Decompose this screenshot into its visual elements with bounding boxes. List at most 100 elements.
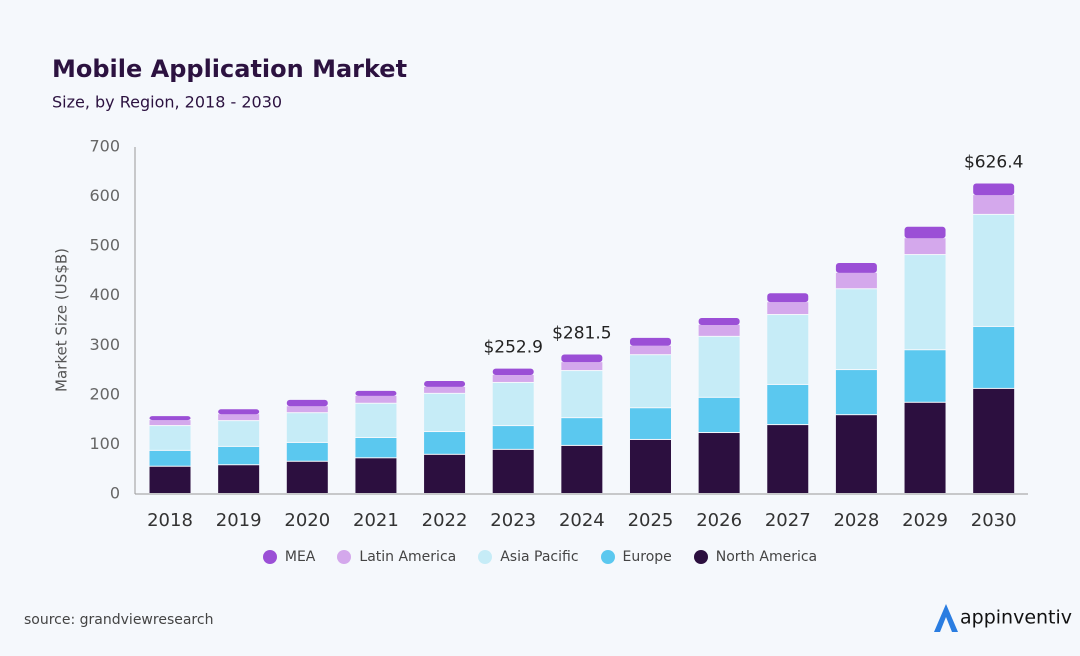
x-tick-label: 2021 — [353, 510, 399, 531]
bar-segment — [286, 413, 328, 442]
x-tick-label: 2026 — [696, 510, 742, 531]
legend-label: MEA — [284, 549, 316, 565]
legend-label: Europe — [622, 549, 672, 565]
bar-segment — [767, 384, 809, 425]
y-axis-label: Market Size (US$B) — [53, 248, 71, 392]
legend-swatch — [262, 550, 277, 564]
bar-segment — [492, 368, 534, 376]
x-tick-label: 2022 — [422, 510, 468, 531]
bar-segment — [904, 255, 946, 350]
total-label: $626.4 — [964, 152, 1023, 172]
bar-segment — [904, 402, 946, 493]
bar-segment — [286, 399, 328, 407]
y-tick-label: 700 — [89, 137, 120, 156]
bar-segment — [767, 293, 809, 303]
bar-segment — [561, 445, 603, 493]
bar-segment — [698, 433, 740, 493]
bar-segment — [149, 426, 191, 450]
y-tick-label: 600 — [89, 186, 120, 205]
bar-segment — [561, 362, 603, 371]
x-tick-label: 2030 — [971, 510, 1017, 531]
bar-segment — [149, 450, 191, 466]
bar-segment — [698, 336, 740, 397]
bar-segment — [561, 371, 603, 418]
bar-segment — [218, 421, 260, 446]
x-tick-label: 2027 — [765, 510, 811, 531]
legend-label: Asia Pacific — [500, 549, 579, 565]
bar-segment — [698, 397, 740, 433]
bar-segment — [973, 195, 1015, 214]
legend-item: Europe — [600, 549, 672, 565]
x-tick-label: 2025 — [628, 510, 674, 531]
bar-segment — [835, 415, 877, 493]
bar-segment — [629, 439, 671, 493]
bar-segment — [629, 355, 671, 408]
bar-segment — [149, 420, 191, 426]
bar-segment — [218, 409, 260, 415]
y-tick-label: 500 — [89, 236, 120, 255]
bar-segment — [286, 461, 328, 493]
legend-label: North America — [715, 549, 818, 565]
bar-segment — [424, 454, 466, 493]
bar-segment — [767, 302, 809, 315]
total-label: $252.9 — [483, 338, 542, 358]
bar-segment — [355, 395, 397, 403]
bar-segment — [629, 337, 671, 346]
bar-segment — [904, 238, 946, 255]
y-tick-label: 0 — [110, 484, 120, 503]
legend-swatch — [337, 550, 352, 564]
bar-segment — [698, 318, 740, 325]
x-tick-label: 2029 — [902, 510, 948, 531]
legend-label: Latin America — [359, 549, 457, 565]
bar-segment — [767, 425, 809, 493]
bar-segment — [149, 466, 191, 493]
legend: MEA Latin America Asia Pacific Europe North … — [0, 549, 1080, 565]
x-tick-label: 2028 — [833, 510, 879, 531]
bar-segment — [973, 388, 1015, 493]
bar-segment — [355, 458, 397, 493]
x-tick-label: 2018 — [147, 510, 193, 531]
bar-segment — [424, 386, 466, 393]
total-label: $281.5 — [552, 323, 611, 343]
bar-segment — [561, 418, 603, 445]
bar-segment — [698, 324, 740, 336]
logo-icon — [934, 604, 958, 632]
bar-segment — [218, 465, 260, 493]
legend-item: Asia Pacific — [478, 549, 579, 565]
legend-swatch — [693, 550, 708, 564]
source: source: grandviewresearch — [24, 612, 213, 628]
legend-swatch — [600, 550, 615, 564]
legend-swatch — [478, 550, 493, 564]
legend-item: MEA — [262, 549, 316, 565]
bar-segment — [355, 403, 397, 437]
bar-segment — [218, 446, 260, 465]
x-tick-label: 2020 — [284, 510, 330, 531]
y-tick-label: 300 — [89, 335, 120, 354]
bar-segment — [973, 214, 1015, 326]
bar-segment — [835, 272, 877, 289]
bar-segment — [355, 437, 397, 458]
bar-segment — [973, 183, 1015, 196]
chart-subtitle: Size, by Region, 2018 - 2030 — [52, 93, 282, 112]
chart-title: Mobile Application Market — [52, 55, 407, 83]
y-tick-label: 100 — [89, 434, 120, 453]
bar-segment — [149, 416, 191, 421]
bar-segment — [629, 408, 671, 439]
bar-segment — [973, 326, 1015, 388]
bar-segment — [835, 289, 877, 370]
legend-item: North America — [693, 549, 818, 565]
y-tick-label: 400 — [89, 285, 120, 304]
bar-segment — [492, 375, 534, 382]
x-tick-label: 2019 — [216, 510, 262, 531]
bar-segment — [492, 426, 534, 449]
bar-segment — [904, 226, 946, 239]
bar-segment — [492, 449, 534, 493]
bar-segment — [492, 382, 534, 426]
bar-segment — [904, 350, 946, 402]
bar-segment — [286, 406, 328, 413]
bar-segment — [424, 393, 466, 432]
bar-segment — [424, 432, 466, 454]
bar-segment — [835, 370, 877, 415]
